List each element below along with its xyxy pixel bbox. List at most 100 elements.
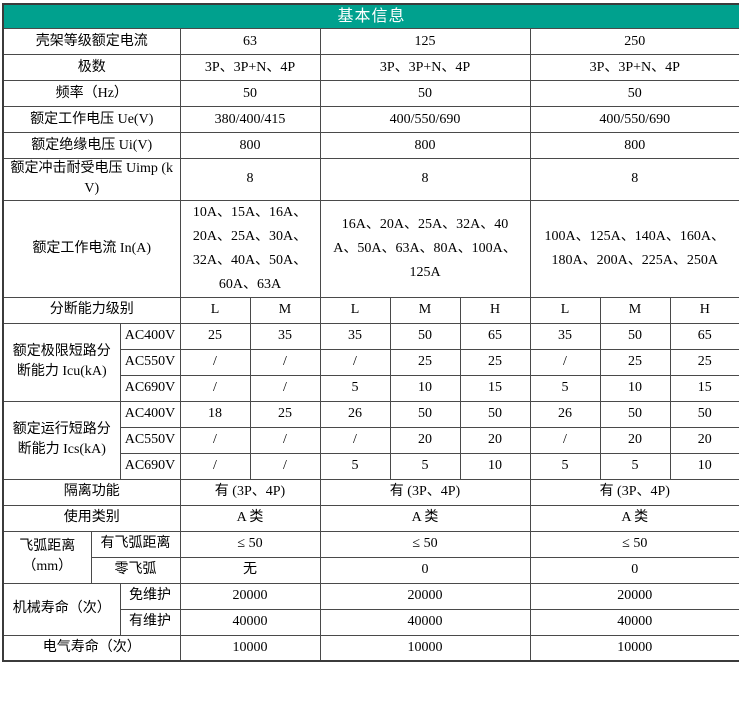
rated-current-value-1: 16A、20A、25A、32A、40A、50A、63A、80A、100A、125… [319, 199, 531, 298]
frame-current-label: 壳架等级额定电流 [2, 28, 181, 56]
breaking-class-value-5: L [529, 296, 601, 324]
icu-ac550v-value-7: 25 [669, 348, 739, 376]
frequency-value-0: 50 [179, 80, 321, 108]
mech-maint-value-2: 40000 [529, 608, 739, 636]
mech-free-label: 免维护 [119, 582, 181, 610]
ics-ac400v-value-5: 26 [529, 400, 601, 428]
poles-label: 极数 [2, 54, 181, 82]
icu-ac690v-value-4: 15 [459, 374, 531, 402]
ics-ac400v-value-1: 25 [249, 400, 321, 428]
utilization-value-1: A 类 [319, 504, 531, 532]
ics-ac690v-value-7: 10 [669, 452, 739, 480]
icu-ac400v-value-6: 50 [599, 322, 671, 350]
arc-with-label: 有飞弧距离 [90, 530, 181, 558]
row-uimp: 额定冲击耐受电压 Uimp (kV) 8 8 8 [2, 158, 739, 201]
icu-ac690v-value-2: 5 [319, 374, 391, 402]
arc-zero-value-2: 0 [529, 556, 739, 584]
uimp-value-2: 8 [529, 158, 739, 201]
frequency-value-1: 50 [319, 80, 531, 108]
ui-value-0: 800 [179, 132, 321, 160]
ics-ac400v-value-7: 50 [669, 400, 739, 428]
poles-value-0: 3P、3P+N、4P [179, 54, 321, 82]
mech-life-label: 机械寿命（次） [2, 582, 121, 636]
ics-ac400v-value-4: 50 [459, 400, 531, 428]
mech-free-value-2: 20000 [529, 582, 739, 610]
icu-ac550v-value-0: / [179, 348, 251, 376]
ics-ac690v-label: AC690V [119, 452, 181, 480]
isolation-value-2: 有 (3P、4P) [529, 478, 739, 506]
ics-ac550v-value-6: 20 [599, 426, 671, 454]
ics-ac690v-value-0: / [179, 452, 251, 480]
icu-ac400v-value-3: 50 [389, 322, 461, 350]
utilization-label: 使用类别 [2, 504, 181, 532]
icu-ac550v-value-6: 25 [599, 348, 671, 376]
mech-maint-value-0: 40000 [179, 608, 321, 636]
ui-value-2: 800 [529, 132, 739, 160]
icu-ac400v-label: AC400V [119, 322, 181, 350]
row-ui: 额定绝缘电压 Ui(V) 800 800 800 [2, 132, 739, 160]
ics-ac550v-value-4: 20 [459, 426, 531, 454]
icu-ac400v-value-2: 35 [319, 322, 391, 350]
ics-ac400v-value-2: 26 [319, 400, 391, 428]
elec-life-value-0: 10000 [179, 634, 321, 662]
frame-current-value-0: 63 [179, 28, 321, 56]
breaking-class-value-2: L [319, 296, 391, 324]
mech-free-value-0: 20000 [179, 582, 321, 610]
ics-ac400v-label: AC400V [119, 400, 181, 428]
icu-ac550v-value-2: / [319, 348, 391, 376]
row-rated-current: 额定工作电流 In(A) 10A、15A、16A、20A、25A、30A、32A… [2, 199, 739, 298]
icu-ac690v-value-5: 5 [529, 374, 601, 402]
isolation-label: 隔离功能 [2, 478, 181, 506]
page: 基本信息 壳架等级额定电流 63 125 250 极数 3P、3P+N、4P 3… [2, 3, 739, 663]
poles-value-1: 3P、3P+N、4P [319, 54, 531, 82]
ue-value-2: 400/550/690 [529, 106, 739, 134]
mech-free-value-1: 20000 [319, 582, 531, 610]
mech-maint-label: 有维护 [119, 608, 181, 636]
row-frequency: 频率（Hz） 50 50 50 [2, 80, 739, 108]
rated-current-value-0: 10A、15A、16A、20A、25A、30A、32A、40A、50A、60A、… [179, 199, 321, 298]
row-icu-ac400v: 额定极限短路分断能力 Icu(kA) AC400V 25 35 35 50 65… [2, 322, 739, 402]
uimp-value-0: 8 [179, 158, 321, 201]
breaking-class-label: 分断能力级别 [2, 296, 181, 324]
ics-ac400v-value-0: 18 [179, 400, 251, 428]
icu-ac550v-label: AC550V [119, 348, 181, 376]
utilization-value-2: A 类 [529, 504, 739, 532]
ics-ac550v-value-5: / [529, 426, 601, 454]
elec-life-value-1: 10000 [319, 634, 531, 662]
spec-table: 基本信息 壳架等级额定电流 63 125 250 极数 3P、3P+N、4P 3… [2, 3, 739, 663]
icu-ac690v-value-3: 10 [389, 374, 461, 402]
icu-ac400v-value-0: 25 [179, 322, 251, 350]
arc-with-value-2: ≤ 50 [529, 530, 739, 558]
ics-ac550v-value-3: 20 [389, 426, 461, 454]
icu-ac550v-value-3: 25 [389, 348, 461, 376]
frame-current-value-1: 125 [319, 28, 531, 56]
row-mech-free: 机械寿命（次） 免维护 20000 20000 20000 [2, 582, 739, 636]
uimp-value-1: 8 [319, 158, 531, 201]
arc-zero-label: 零飞弧 [90, 556, 181, 584]
breaking-class-value-7: H [669, 296, 739, 324]
ics-ac550v-value-2: / [319, 426, 391, 454]
row-isolation: 隔离功能 有 (3P、4P) 有 (3P、4P) 有 (3P、4P) [2, 478, 739, 506]
icu-label: 额定极限短路分断能力 Icu(kA) [2, 322, 121, 402]
row-arc-zero: 零飞弧 无 0 0 [3, 556, 739, 584]
isolation-value-1: 有 (3P、4P) [319, 478, 531, 506]
isolation-value-0: 有 (3P、4P) [179, 478, 321, 506]
rated-current-value-2: 100A、125A、140A、160A、180A、200A、225A、250A [529, 199, 739, 298]
breaking-class-value-6: M [599, 296, 671, 324]
row-frame-current: 壳架等级额定电流 63 125 250 [2, 28, 739, 56]
ics-ac400v-value-3: 50 [389, 400, 461, 428]
icu-ac400v-value-5: 35 [529, 322, 601, 350]
ics-label: 额定运行短路分断能力 Ics(kA) [2, 400, 121, 480]
table-title-row: 基本信息 [2, 3, 739, 30]
frequency-value-2: 50 [529, 80, 739, 108]
ics-ac690v-value-6: 5 [599, 452, 671, 480]
row-arc-with: 飞弧距离（mm） 有飞弧距离 ≤ 50 ≤ 50 ≤ 50 [2, 530, 739, 584]
ics-ac690v-value-1: / [249, 452, 321, 480]
icu-ac690v-value-1: / [249, 374, 321, 402]
row-ics-ac400v: 额定运行短路分断能力 Ics(kA) AC400V 18 25 26 50 50… [2, 400, 739, 480]
utilization-value-0: A 类 [179, 504, 321, 532]
arc-distance-label: 飞弧距离（mm） [2, 530, 92, 584]
rated-current-label: 额定工作电流 In(A) [2, 199, 181, 298]
icu-ac690v-value-7: 15 [669, 374, 739, 402]
row-ue: 额定工作电压 Ue(V) 380/400/415 400/550/690 400… [2, 106, 739, 134]
